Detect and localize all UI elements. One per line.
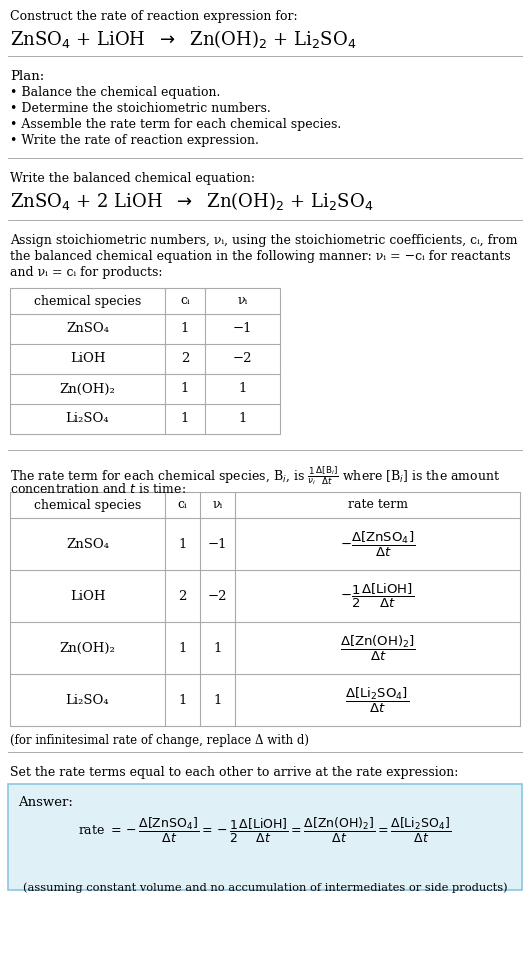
Text: ZnSO₄: ZnSO₄ [66, 322, 109, 336]
Text: Li₂SO₄: Li₂SO₄ [66, 694, 109, 707]
Bar [10, 492, 520, 726]
Text: Plan:: Plan: [10, 70, 44, 83]
Text: Construct the rate of reaction expression for:: Construct the rate of reaction expressio… [10, 10, 298, 23]
Bar [10, 288, 280, 434]
Text: rate $= -\dfrac{\Delta[\mathrm{ZnSO_4}]}{\Delta t} = -\dfrac{1}{2}\dfrac{\Delta[: rate $= -\dfrac{\Delta[\mathrm{ZnSO_4}]}… [78, 816, 452, 844]
Text: $-\dfrac{\Delta[\mathrm{ZnSO_4}]}{\Delta t}$: $-\dfrac{\Delta[\mathrm{ZnSO_4}]}{\Delta… [340, 529, 415, 558]
Text: $-\dfrac{1}{2}\dfrac{\Delta[\mathrm{LiOH}]}{\Delta t}$: $-\dfrac{1}{2}\dfrac{\Delta[\mathrm{LiOH… [340, 582, 414, 610]
Text: 1: 1 [181, 322, 189, 336]
Text: νᵢ: νᵢ [237, 295, 248, 307]
Text: νᵢ: νᵢ [213, 499, 223, 511]
Text: ZnSO$_4$ + LiOH  $\rightarrow$  Zn(OH)$_2$ + Li$_2$SO$_4$: ZnSO$_4$ + LiOH $\rightarrow$ Zn(OH)$_2$… [10, 28, 356, 50]
Text: Set the rate terms equal to each other to arrive at the rate expression:: Set the rate terms equal to each other t… [10, 766, 458, 779]
Text: 1: 1 [178, 694, 187, 707]
Text: Zn(OH)₂: Zn(OH)₂ [59, 641, 116, 655]
Text: 2: 2 [181, 352, 189, 365]
Text: Zn(OH)₂: Zn(OH)₂ [59, 383, 116, 395]
Text: ZnSO$_4$ + 2 LiOH  $\rightarrow$  Zn(OH)$_2$ + Li$_2$SO$_4$: ZnSO$_4$ + 2 LiOH $\rightarrow$ Zn(OH)$_… [10, 190, 374, 212]
Text: 2: 2 [178, 590, 187, 602]
Text: 1: 1 [178, 538, 187, 550]
Text: 1: 1 [178, 641, 187, 655]
Text: ZnSO₄: ZnSO₄ [66, 538, 109, 550]
Text: Write the balanced chemical equation:: Write the balanced chemical equation: [10, 172, 255, 185]
Text: LiOH: LiOH [70, 590, 105, 602]
Text: rate term: rate term [348, 499, 408, 511]
Text: • Determine the stoichiometric numbers.: • Determine the stoichiometric numbers. [10, 102, 271, 115]
Text: −2: −2 [233, 352, 252, 365]
Text: concentration and $t$ is time:: concentration and $t$ is time: [10, 482, 186, 496]
Text: 1: 1 [213, 641, 222, 655]
Text: cᵢ: cᵢ [178, 499, 187, 511]
Text: 1: 1 [213, 694, 222, 707]
Text: • Write the rate of reaction expression.: • Write the rate of reaction expression. [10, 134, 259, 147]
Text: 1: 1 [181, 413, 189, 426]
Text: 1: 1 [238, 383, 246, 395]
Text: (assuming constant volume and no accumulation of intermediates or side products): (assuming constant volume and no accumul… [23, 882, 507, 893]
Text: chemical species: chemical species [34, 295, 141, 307]
Text: −1: −1 [233, 322, 252, 336]
Text: $\dfrac{\Delta[\mathrm{Li_2SO_4}]}{\Delta t}$: $\dfrac{\Delta[\mathrm{Li_2SO_4}]}{\Delt… [346, 685, 410, 714]
Text: Li₂SO₄: Li₂SO₄ [66, 413, 109, 426]
Text: −2: −2 [208, 590, 227, 602]
Text: −1: −1 [208, 538, 227, 550]
Text: the balanced chemical equation in the following manner: νᵢ = −cᵢ for reactants: the balanced chemical equation in the fo… [10, 250, 510, 263]
Text: and νᵢ = cᵢ for products:: and νᵢ = cᵢ for products: [10, 266, 163, 279]
Text: $\dfrac{\Delta[\mathrm{Zn(OH)_2}]}{\Delta t}$: $\dfrac{\Delta[\mathrm{Zn(OH)_2}]}{\Delt… [340, 633, 416, 663]
Text: The rate term for each chemical species, B$_i$, is $\frac{1}{\nu_i}\frac{\Delta[: The rate term for each chemical species,… [10, 464, 500, 487]
Text: LiOH: LiOH [70, 352, 105, 365]
Text: Assign stoichiometric numbers, νᵢ, using the stoichiometric coefficients, cᵢ, fr: Assign stoichiometric numbers, νᵢ, using… [10, 234, 517, 247]
Text: • Balance the chemical equation.: • Balance the chemical equation. [10, 86, 220, 99]
Text: Answer:: Answer: [18, 796, 73, 809]
Text: (for infinitesimal rate of change, replace Δ with d): (for infinitesimal rate of change, repla… [10, 734, 309, 747]
Text: 1: 1 [181, 383, 189, 395]
Text: 1: 1 [238, 413, 246, 426]
Text: cᵢ: cᵢ [180, 295, 190, 307]
Text: chemical species: chemical species [34, 499, 141, 511]
FancyBboxPatch shape [8, 784, 522, 890]
Text: • Assemble the rate term for each chemical species.: • Assemble the rate term for each chemic… [10, 118, 341, 131]
